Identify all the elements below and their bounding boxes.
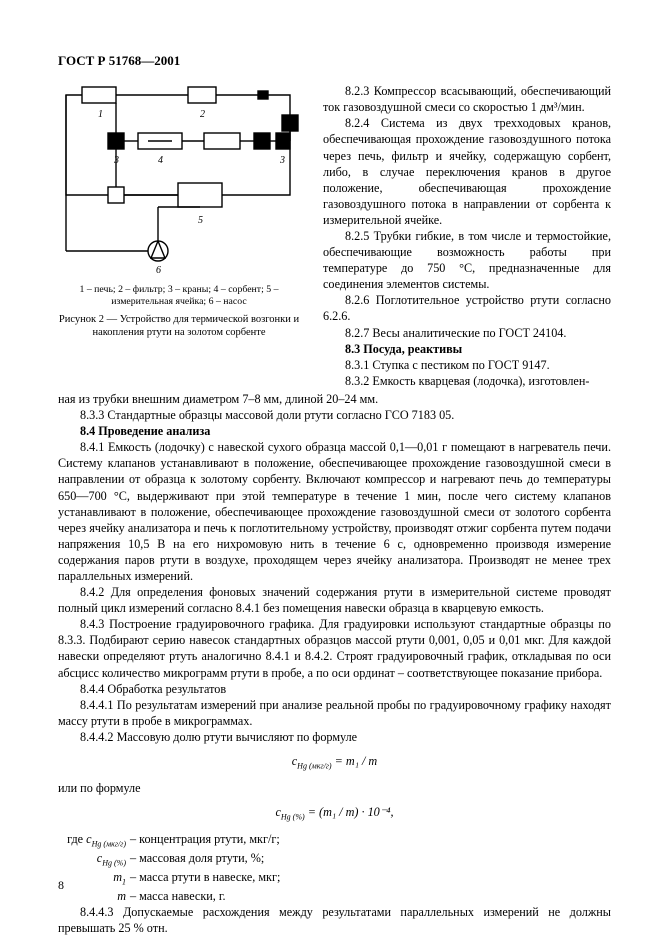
p-8-4-3: 8.4.3 Построение градуировочного графика…	[58, 616, 611, 680]
h-8-3: 8.3 Посуда, реактивы	[323, 341, 611, 357]
f1-rhs: = m₁ / m	[332, 754, 378, 768]
right-column: 8.2.3 Компрессор всасывающий, обеспечива…	[323, 83, 611, 389]
figure-legend: 1 – печь; 2 – фильтр; 3 – краны; 4 – сор…	[58, 284, 300, 308]
fig-label-3: 3	[113, 155, 119, 166]
p-8-2-6: 8.2.6 Поглотительное устройство ртути со…	[323, 292, 611, 324]
p-8-3-2: 8.3.2 Емкость кварцевая (лодочка), изгот…	[323, 373, 611, 389]
two-column-block: 1 2 3 3 4 5 6 1 – печь; 2 – фильтр; 3 – …	[58, 83, 611, 389]
h-8-4: 8.4 Проведение анализа	[58, 423, 611, 439]
f2-rhs: = (m₁ / m) · 10⁻⁴,	[305, 805, 394, 819]
where-sym: cHg (%)	[80, 850, 130, 869]
p-8-2-5: 8.2.5 Трубки гибкие, в том числе и термо…	[323, 228, 611, 292]
p-8-4-2: 8.4.2 Для определения фоновых значений с…	[58, 584, 611, 616]
f1-sub: Hg (мкг/г)	[297, 761, 331, 770]
where-row: cHg (мкг/г) – концентрация ртути, мкг/г;	[80, 831, 611, 850]
p-8-4-4-2: 8.4.4.2 Массовую долю ртути вычисляют по…	[58, 729, 611, 745]
p-8-2-4: 8.2.4 Система из двух трехходовых кранов…	[323, 115, 611, 228]
where-block: cHg (мкг/г) – концентрация ртути, мкг/г;…	[80, 831, 611, 904]
page: ГОСТ Р 51768—2001	[0, 0, 661, 936]
fig-label-1: 1	[98, 109, 103, 120]
where-def: – массовая доля ртути, %;	[130, 850, 611, 869]
figure-svg: 1 2 3 3 4 5 6	[58, 83, 300, 278]
where-sym: m1	[80, 869, 130, 888]
p-8-4-1: 8.4.1 Емкость (лодочку) с навеской сухог…	[58, 439, 611, 584]
fig-label-5: 5	[198, 215, 203, 226]
where-sym: cHg (мкг/г)	[80, 831, 130, 850]
f2-sub: Hg (%)	[281, 813, 305, 822]
doc-id: ГОСТ Р 51768—2001	[58, 52, 611, 69]
p-8-4-4-3: 8.4.4.3 Допускаемые расхождения между ре…	[58, 904, 611, 936]
between-formulas: или по формуле	[58, 780, 611, 796]
fig-label-4: 4	[158, 155, 163, 166]
fig-label-6: 6	[156, 265, 161, 276]
fig-label-2: 2	[200, 109, 205, 120]
p-8-2-7: 8.2.7 Весы аналитические по ГОСТ 24104.	[323, 325, 611, 341]
where-row: cHg (%) – массовая доля ртути, %;	[80, 850, 611, 869]
where-row: m – масса навески, г.	[80, 888, 611, 904]
p-8-3-2-cont: ная из трубки внешним диаметром 7–8 мм, …	[58, 391, 611, 407]
p-8-3-1: 8.3.1 Ступка с пестиком по ГОСТ 9147.	[323, 357, 611, 373]
figure-caption: Рисунок 2 — Устройство для термической в…	[58, 313, 300, 339]
figure-2: 1 2 3 3 4 5 6	[58, 83, 300, 278]
where-sym: m	[80, 888, 130, 904]
formula-2: cHg (%) = (m₁ / m) · 10⁻⁴,	[58, 804, 611, 823]
full-width-body: ная из трубки внешним диаметром 7–8 мм, …	[58, 389, 611, 936]
p-8-2-3: 8.2.3 Компрессор всасывающий, обеспечива…	[323, 83, 611, 115]
where-def: – масса навески, г.	[130, 888, 611, 904]
p-8-3-3: 8.3.3 Стандартные образцы массовой доли …	[58, 407, 611, 423]
formula-1: cHg (мкг/г) = m₁ / m	[58, 753, 611, 772]
fig-label-3b: 3	[279, 155, 285, 166]
where-def: – концентрация ртути, мкг/г;	[130, 831, 611, 850]
p-8-4-4: 8.4.4 Обработка результатов	[58, 681, 611, 697]
where-def: – масса ртути в навеске, мкг;	[130, 869, 611, 888]
page-number: 8	[58, 878, 64, 894]
left-column: 1 2 3 3 4 5 6 1 – печь; 2 – фильтр; 3 – …	[58, 83, 300, 339]
p-8-4-4-1: 8.4.4.1 По результатам измерений при ана…	[58, 697, 611, 729]
where-row: m1 – масса ртути в навеске, мкг;	[80, 869, 611, 888]
